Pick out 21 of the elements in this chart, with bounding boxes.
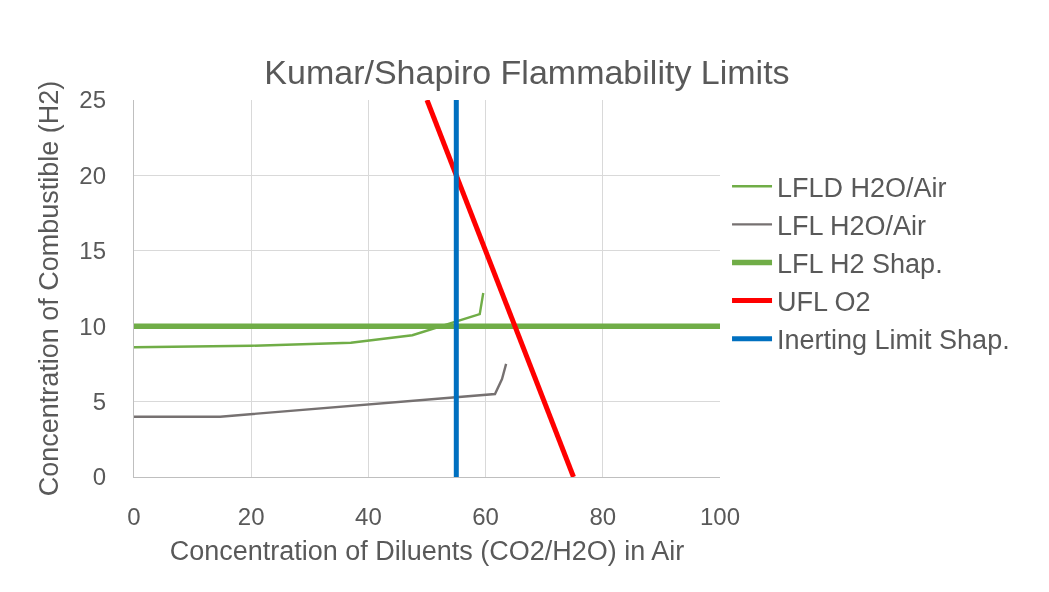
x-tick-label: 60 — [472, 502, 499, 530]
line-series — [134, 362, 508, 418]
y-tick-label: 20 — [79, 161, 107, 189]
x-tick-label: 0 — [127, 502, 141, 530]
legend-label: LFL H2O/Air — [777, 210, 927, 241]
x-tick-label: 100 — [699, 502, 741, 530]
y-tick-label: 0 — [92, 463, 107, 491]
legend-label: LFLD H2O/Air — [777, 172, 947, 203]
legend-label: UFL O2 — [777, 287, 871, 318]
x-axis-title: Concentration of Diluents (CO2/H2O) in Air — [169, 536, 685, 567]
x-tick-label: 20 — [237, 502, 265, 530]
y-tick-label: 25 — [79, 86, 107, 114]
y-tick-label: 5 — [92, 388, 107, 415]
legend-label: LFL H2 Shap. — [777, 248, 943, 279]
y-axis-title: Concentration of Combustible (H2) — [34, 80, 65, 497]
y-tick-label: 15 — [79, 237, 107, 265]
chart-title: Kumar/Shapiro Flammability Limits — [264, 52, 790, 91]
x-tick-label: 80 — [589, 502, 617, 530]
legend-label: Inerting Limit Shap. — [777, 325, 1010, 356]
x-tick-label: 40 — [355, 502, 382, 530]
y-tick-label: 10 — [79, 312, 107, 340]
